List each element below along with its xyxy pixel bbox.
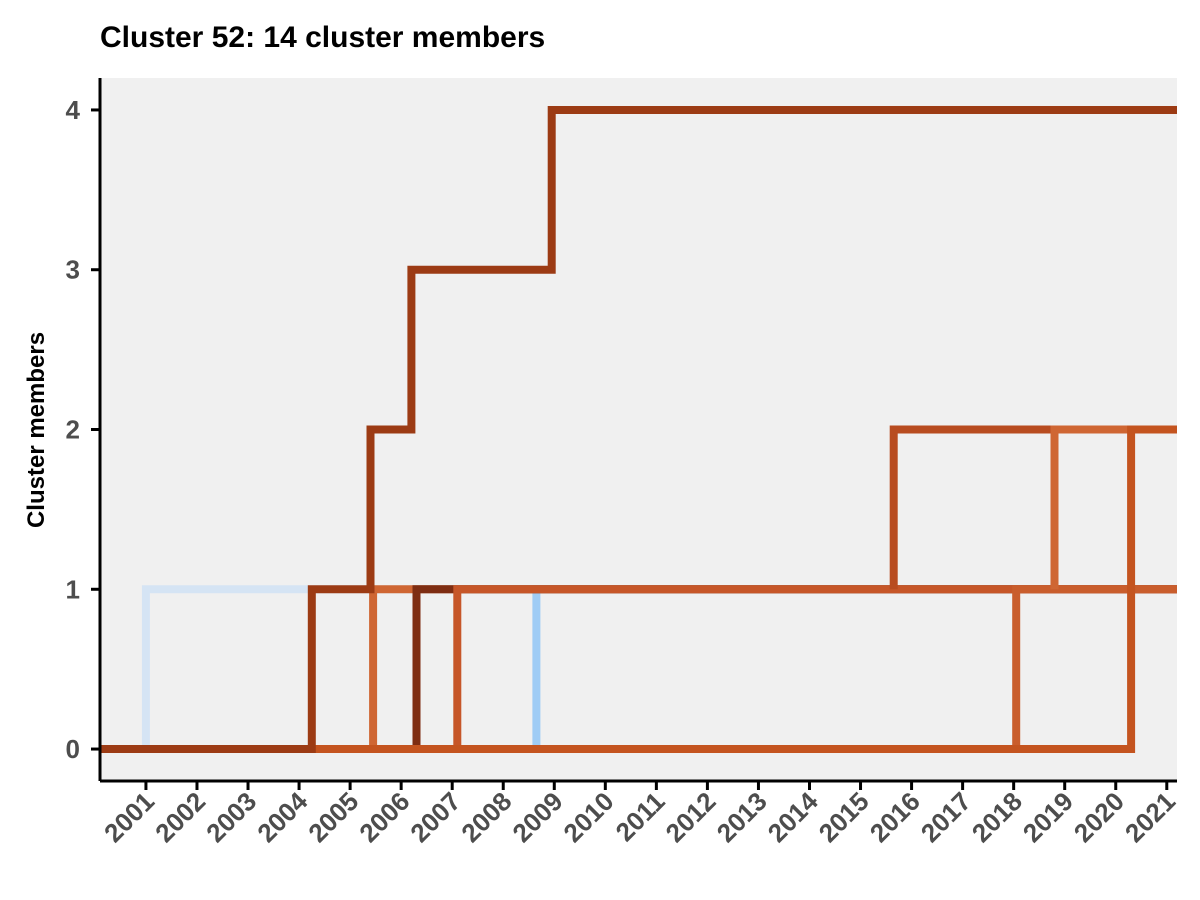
x-tick-label: 2005 (302, 786, 364, 848)
x-tick-label: 2007 (404, 786, 466, 848)
x-tick-label: 2021 (1119, 786, 1181, 848)
x-tick-label: 2001 (98, 786, 160, 848)
x-tick-label: 2016 (864, 786, 926, 848)
x-tick-label: 2014 (762, 786, 824, 848)
x-tick-label: 2008 (455, 786, 517, 848)
y-tick-label: 4 (66, 95, 81, 125)
series-line-10 (100, 106, 1177, 753)
x-axis-ticks: 2001200220032004200520062007200820092010… (98, 781, 1181, 848)
x-tick-label: 2017 (915, 786, 977, 848)
x-tick-label: 2006 (353, 786, 415, 848)
x-tick-label: 2010 (557, 786, 619, 848)
x-tick-label: 2012 (660, 786, 722, 848)
y-tick-label: 0 (66, 734, 80, 764)
y-axis-label: Cluster members (23, 332, 50, 528)
y-tick-label: 2 (66, 415, 80, 445)
x-tick-label: 2020 (1068, 786, 1130, 848)
x-tick-label: 2003 (200, 786, 262, 848)
chart-title: Cluster 52: 14 cluster members (100, 21, 545, 54)
x-tick-label: 2009 (506, 786, 568, 848)
y-tick-label: 1 (66, 574, 80, 604)
y-tick-label: 3 (66, 255, 80, 285)
x-tick-label: 2004 (251, 786, 313, 848)
x-tick-label: 2011 (610, 786, 671, 847)
series-layer (100, 106, 1177, 753)
x-tick-label: 2015 (813, 786, 875, 848)
series-line-5 (453, 585, 1177, 749)
series-line-6 (1012, 585, 1177, 749)
x-tick-label: 2013 (711, 786, 773, 848)
y-axis-ticks: 0 1 2 3 4 (66, 95, 100, 764)
x-tick-label: 2018 (966, 786, 1028, 848)
x-tick-label: 2002 (149, 786, 211, 848)
series-line-9 (314, 425, 1177, 753)
x-tick-label: 2019 (1017, 786, 1079, 848)
